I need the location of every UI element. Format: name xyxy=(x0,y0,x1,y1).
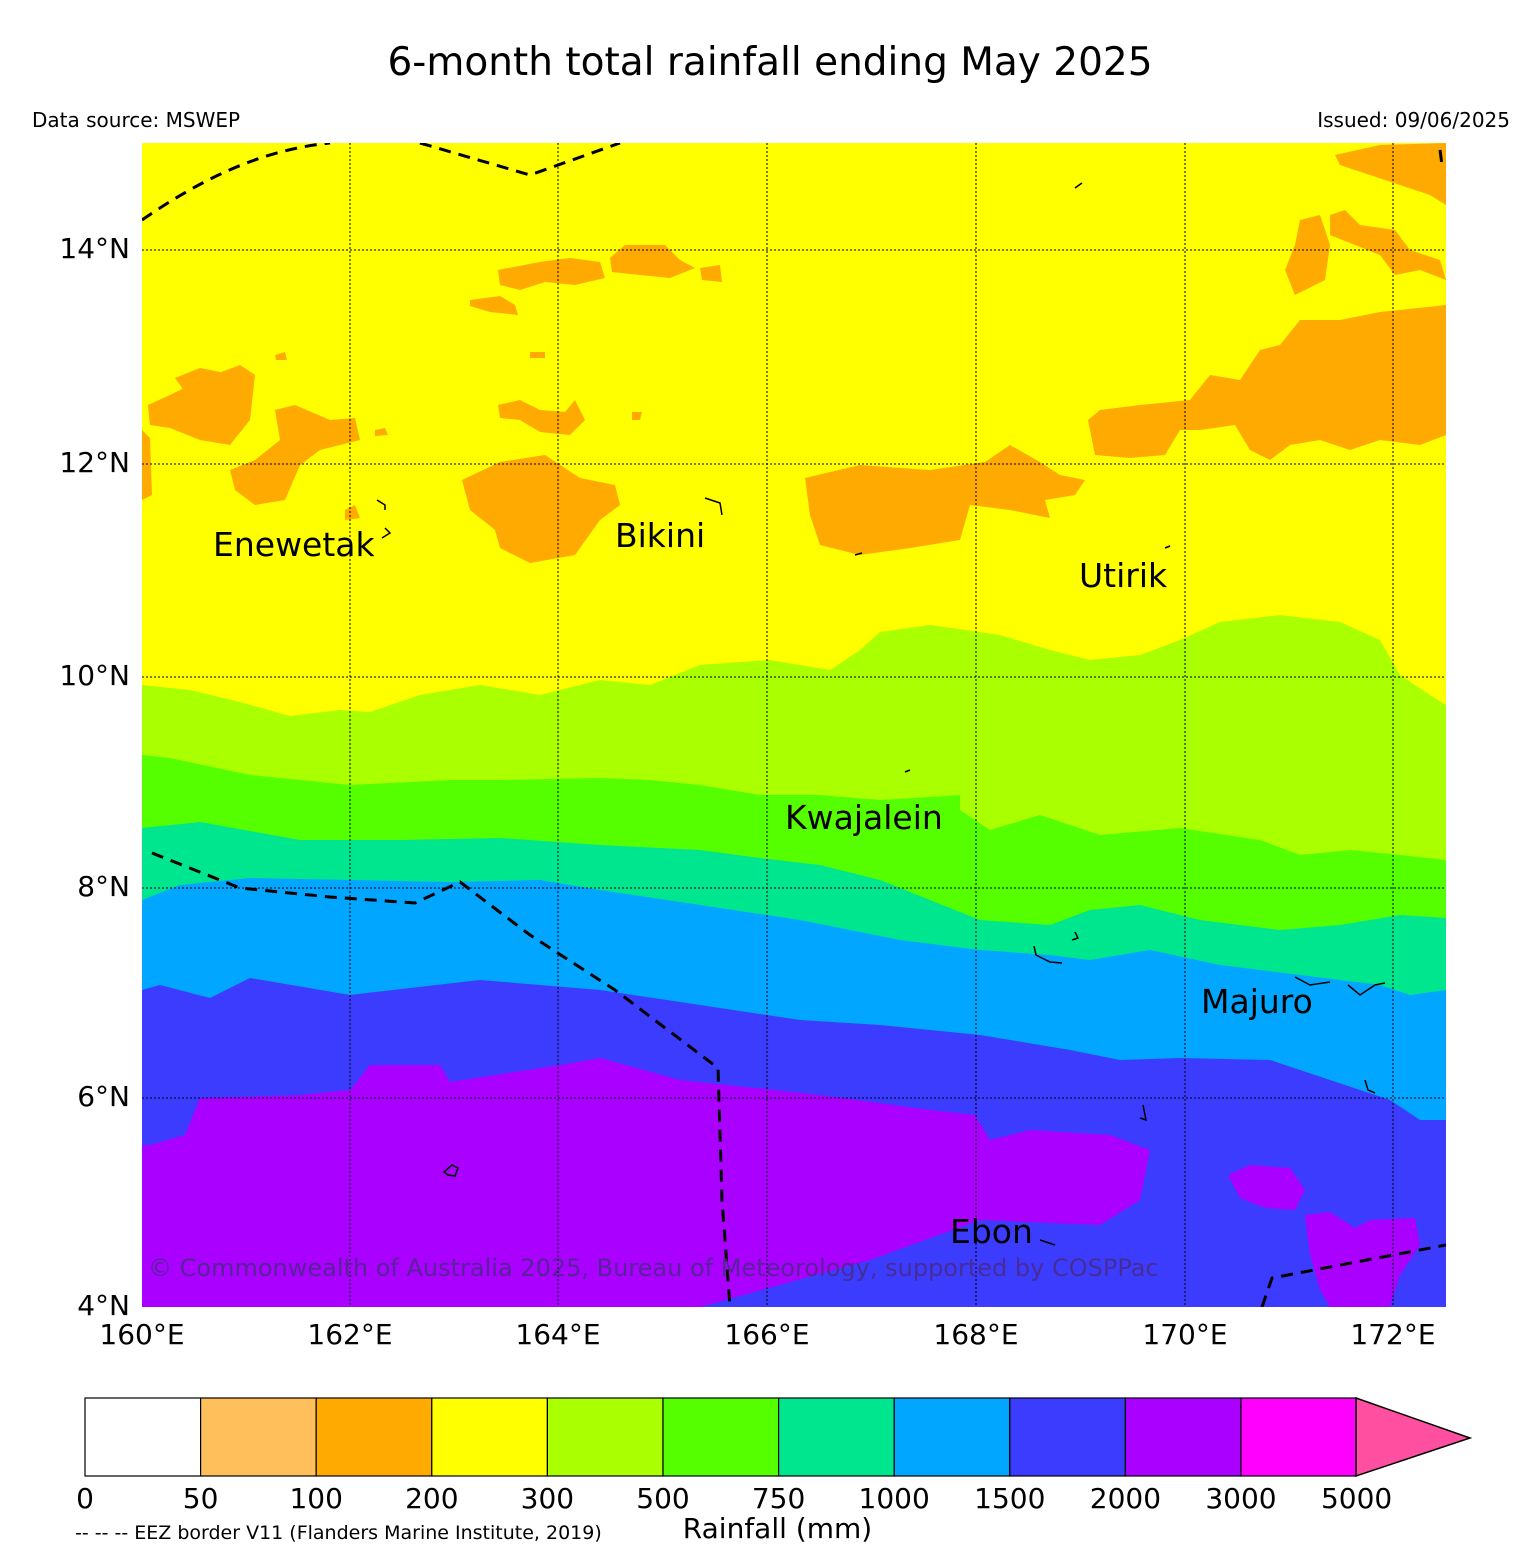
colorbar-tick-label: 0 xyxy=(76,1482,94,1515)
lat-label-4n: 4°N xyxy=(77,1289,130,1322)
lon-label-166e: 166°E xyxy=(724,1318,810,1351)
orange-patches xyxy=(142,143,1446,563)
lon-label-162e: 162°E xyxy=(307,1318,393,1351)
colorbar-tick-label: 750 xyxy=(751,1482,806,1515)
place-label-kwajalein: Kwajalein xyxy=(785,798,943,837)
colorbar-cell xyxy=(1240,1397,1358,1477)
data-source-label: Data source: MSWEP xyxy=(32,108,241,132)
lon-label-172e: 172°E xyxy=(1350,1318,1436,1351)
lat-label-8n: 8°N xyxy=(77,870,130,903)
colorbar-cells xyxy=(84,1397,1358,1477)
eez-borders xyxy=(142,143,1446,1307)
lat-label-14n: 14°N xyxy=(59,232,130,265)
lat-label-10n: 10°N xyxy=(59,659,130,692)
colorbar-extend-arrow xyxy=(1355,1396,1473,1478)
colorbar-cell xyxy=(1124,1397,1242,1477)
place-label-utirik: Utirik xyxy=(1079,556,1168,595)
colorbar-tick-label: 200 xyxy=(405,1482,459,1515)
lon-label-160e: 160°E xyxy=(99,1318,185,1351)
colorbar-cell xyxy=(84,1397,202,1477)
copyright-notice: © Commonwealth of Australia 2025, Bureau… xyxy=(148,1254,1159,1282)
issued-date-label: Issued: 09/06/2025 xyxy=(1317,108,1510,132)
lat-label-6n: 6°N xyxy=(77,1080,130,1113)
colorbar-cell xyxy=(546,1397,664,1477)
rainfall-bands xyxy=(142,143,1446,1307)
place-label-bikini: Bikini xyxy=(615,516,706,555)
colorbar-tick-label: 1000 xyxy=(858,1482,930,1515)
colorbar-cell xyxy=(200,1397,317,1477)
lat-label-12n: 12°N xyxy=(59,446,130,479)
colorbar-tick-label: 50 xyxy=(182,1482,219,1515)
lon-label-168e: 168°E xyxy=(933,1318,1019,1351)
colorbar-tick-label: 500 xyxy=(636,1482,690,1515)
colorbar-cell xyxy=(431,1397,548,1477)
colorbar-tick-label: 1500 xyxy=(974,1482,1046,1515)
map-title: 6-month total rainfall ending May 2025 xyxy=(387,40,1153,85)
colorbar-cell xyxy=(777,1397,895,1477)
colorbar-tick-label: 5000 xyxy=(1320,1482,1393,1515)
colorbar xyxy=(84,1396,1473,1478)
colorbar-cell xyxy=(893,1397,1011,1477)
rainfall-map xyxy=(142,143,1446,1307)
atoll-outlines xyxy=(376,182,1386,1246)
colorbar-cell xyxy=(315,1397,433,1477)
lon-label-164e: 164°E xyxy=(515,1318,601,1351)
lon-label-170e: 170°E xyxy=(1142,1318,1228,1351)
colorbar-cell xyxy=(1009,1397,1126,1477)
place-label-majuro: Majuro xyxy=(1201,982,1313,1021)
colorbar-cell xyxy=(662,1397,780,1477)
colorbar-tick-label: 100 xyxy=(289,1482,343,1515)
colorbar-tick-label: 3000 xyxy=(1205,1482,1277,1515)
place-label-enewetak: Enewetak xyxy=(213,525,375,564)
colorbar-label: Rainfall (mm) xyxy=(682,1512,873,1545)
eez-border-note: -- -- -- EEZ border V11 (Flanders Marine… xyxy=(75,1522,602,1544)
place-label-ebon: Ebon xyxy=(950,1212,1033,1251)
colorbar-tick-label: 2000 xyxy=(1089,1482,1162,1515)
colorbar-tick-label: 300 xyxy=(520,1482,575,1515)
graticule xyxy=(142,143,1446,1307)
